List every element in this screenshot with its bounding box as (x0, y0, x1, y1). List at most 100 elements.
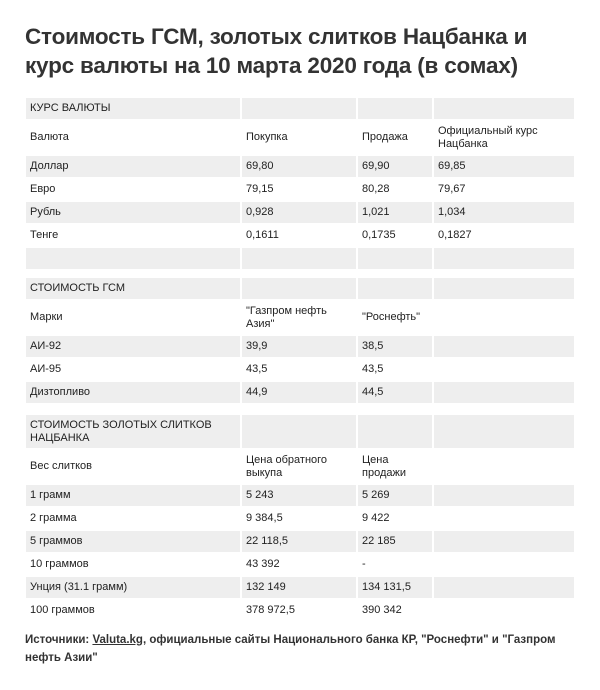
valuta-kg-link[interactable]: Valuta.kg (92, 634, 143, 646)
row-label: 2 грамма (30, 512, 77, 524)
empty-cell (242, 278, 356, 299)
row-label: Евро (30, 183, 56, 195)
value-cell: 43,5 (246, 363, 268, 375)
value-cell: 38,5 (358, 336, 432, 357)
value-cell: 1,021 (358, 202, 432, 223)
column-header: Цена обратного выкупа (246, 453, 328, 479)
table-row: АИ-92 39,9 38,5 (26, 336, 574, 357)
table-row: 1 грамм 5 243 5 269 (26, 485, 574, 506)
empty-cell (434, 415, 574, 448)
value-cell: 80,28 (362, 183, 390, 195)
row-label: Унция (31.1 грамм) (26, 577, 240, 598)
row-label: Доллар (26, 156, 240, 177)
column-header: Покупка (246, 131, 288, 143)
row-label: АИ-92 (26, 336, 240, 357)
section-header-row: КУРС ВАЛЮТЫ (26, 98, 574, 119)
row-label: 100 граммов (30, 604, 95, 616)
value-cell: 44,9 (242, 382, 356, 403)
section-title: СТОИМОСТЬ ЗОЛОТЫХ СЛИТКОВ НАЦБАНКА (26, 415, 240, 448)
column-header-row: Вес слитков Цена обратного выкупа Цена про… (26, 450, 574, 483)
value-cell (242, 248, 356, 269)
table-row: Тенге 0,1611 0,1735 0,1827 (26, 225, 574, 246)
value-cell: 43 392 (246, 558, 280, 570)
empty-cell (434, 98, 574, 119)
value-cell: 132 149 (242, 577, 356, 598)
currency-table: КУРС ВАЛЮТЫ Валюта Покупка Продажа Официальн… (24, 96, 576, 271)
value-cell: 9 384,5 (246, 512, 283, 524)
value-cell: 69,85 (434, 156, 574, 177)
row-label: Тенге (30, 229, 59, 241)
value-cell: 39,9 (242, 336, 356, 357)
row-label: Дизтопливо (26, 382, 240, 403)
table-row: Евро 79,15 80,28 79,67 (26, 179, 574, 200)
value-cell: 0,1735 (362, 229, 396, 241)
column-header (434, 301, 574, 334)
empty-cell (242, 98, 356, 119)
column-header-row: Марки "Газпром нефть Азия" "Роснефть" (26, 301, 574, 334)
column-header: Официальный курс Нацбанка (438, 124, 538, 150)
table-row (26, 248, 574, 269)
value-cell: 69,80 (242, 156, 356, 177)
table-row: Рубль 0,928 1,021 1,034 (26, 202, 574, 223)
value-cell (434, 248, 574, 269)
value-cell: 390 342 (362, 604, 402, 616)
value-cell (358, 248, 432, 269)
row-label (26, 248, 240, 269)
column-header: Марки (30, 311, 63, 323)
value-cell: 79,15 (246, 183, 274, 195)
value-cell (434, 600, 574, 621)
gold-table: СТОИМОСТЬ ЗОЛОТЫХ СЛИТКОВ НАЦБАНКА Вес сл… (24, 413, 576, 623)
section-title: СТОИМОСТЬ ГСМ (26, 278, 240, 299)
section-header-row: СТОИМОСТЬ ЗОЛОТЫХ СЛИТКОВ НАЦБАНКА (26, 415, 574, 448)
value-cell (434, 554, 574, 575)
value-cell: 22 118,5 (242, 531, 356, 552)
value-cell: 9 422 (362, 512, 390, 524)
section-title: КУРС ВАЛЮТЫ (26, 98, 240, 119)
value-cell (434, 577, 574, 598)
value-cell: 0,928 (242, 202, 356, 223)
sources-note: Источники: Valuta.kg, официальные сайты … (25, 631, 580, 667)
value-cell (434, 508, 574, 529)
table-row: 10 граммов 43 392 - (26, 554, 574, 575)
value-cell (434, 531, 574, 552)
table-row: 2 грамма 9 384,5 9 422 (26, 508, 574, 529)
table-row: 100 граммов 378 972,5 390 342 (26, 600, 574, 621)
page-title: Стоимость ГСМ, золотых слитков Нацбанка … (25, 24, 528, 78)
column-header: Продажа (362, 131, 408, 143)
column-header: "Роснефть" (362, 311, 421, 323)
column-header (434, 450, 574, 483)
row-label: 10 граммов (30, 558, 89, 570)
value-cell: 44,5 (358, 382, 432, 403)
value-cell: 22 185 (358, 531, 432, 552)
value-cell: 378 972,5 (246, 604, 295, 616)
sources-prefix: Источники: (25, 634, 93, 646)
value-cell: 5 269 (358, 485, 432, 506)
value-cell: 5 243 (242, 485, 356, 506)
table-row: Доллар 69,80 69,90 69,85 (26, 156, 574, 177)
value-cell: 79,67 (438, 183, 466, 195)
value-cell: 0,1611 (246, 229, 279, 241)
row-label: Рубль (26, 202, 240, 223)
empty-cell (358, 278, 432, 299)
empty-cell (434, 278, 574, 299)
value-cell (434, 359, 574, 380)
value-cell: 1,034 (434, 202, 574, 223)
column-header: Валюта (30, 131, 69, 143)
empty-cell (358, 98, 432, 119)
column-header: Цена продажи (362, 453, 406, 479)
value-cell: 134 131,5 (358, 577, 432, 598)
column-header: Вес слитков (30, 460, 93, 472)
value-cell: 0,1827 (438, 229, 472, 241)
value-cell: - (362, 558, 366, 570)
value-cell (434, 485, 574, 506)
row-label: 1 грамм (26, 485, 240, 506)
row-label: 5 граммов (26, 531, 240, 552)
row-label: АИ-95 (30, 363, 62, 375)
table-row: Дизтопливо 44,9 44,5 (26, 382, 574, 403)
value-cell (434, 382, 574, 403)
value-cell: 69,90 (358, 156, 432, 177)
sources-suffix: , официальные сайты Национального банка … (25, 634, 556, 664)
table-row: Унция (31.1 грамм) 132 149 134 131,5 (26, 577, 574, 598)
section-header-row: СТОИМОСТЬ ГСМ (26, 278, 574, 299)
empty-cell (242, 415, 356, 448)
